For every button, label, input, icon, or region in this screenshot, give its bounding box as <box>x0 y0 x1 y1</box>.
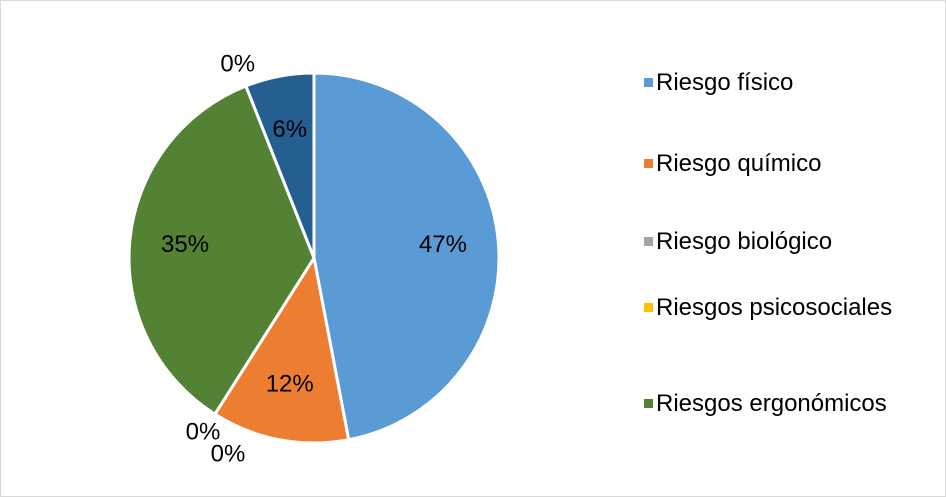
pie-area: 47%12%0%0%35%0%6% <box>127 51 501 467</box>
pie-slice <box>312 71 501 442</box>
legend-label: Riesgos psicosociales <box>656 294 893 321</box>
legend-label: Riesgo químico <box>656 150 822 177</box>
legend-swatch <box>644 399 653 408</box>
legend-swatch <box>644 303 653 312</box>
legend-swatch <box>644 78 653 87</box>
data-label: 47% <box>419 231 467 258</box>
legend-label: Riesgos ergonómicos <box>656 390 887 417</box>
legend-item: Riesgos psicosociales <box>644 293 940 323</box>
legend-item: Riesgo físico <box>644 68 940 98</box>
data-label: 0% <box>186 418 221 445</box>
data-label: 0% <box>220 51 255 78</box>
legend-item: Riesgo químico <box>644 149 940 179</box>
pie-slice <box>243 71 316 259</box>
data-label: 0% <box>211 440 246 467</box>
data-label: 12% <box>266 371 314 398</box>
legend-item: Riesgo biológico <box>644 227 940 257</box>
pie-slice <box>212 253 351 445</box>
legend-label: Riesgo biológico <box>656 228 833 255</box>
legend-swatch <box>644 159 653 168</box>
legend-item: Riesgos ergonómicos <box>644 389 940 419</box>
data-label: 35% <box>161 231 209 258</box>
legend-swatch <box>644 237 653 246</box>
pie-slice <box>127 84 316 417</box>
legend-label: Riesgo físico <box>656 69 794 96</box>
data-label: 6% <box>272 116 307 143</box>
